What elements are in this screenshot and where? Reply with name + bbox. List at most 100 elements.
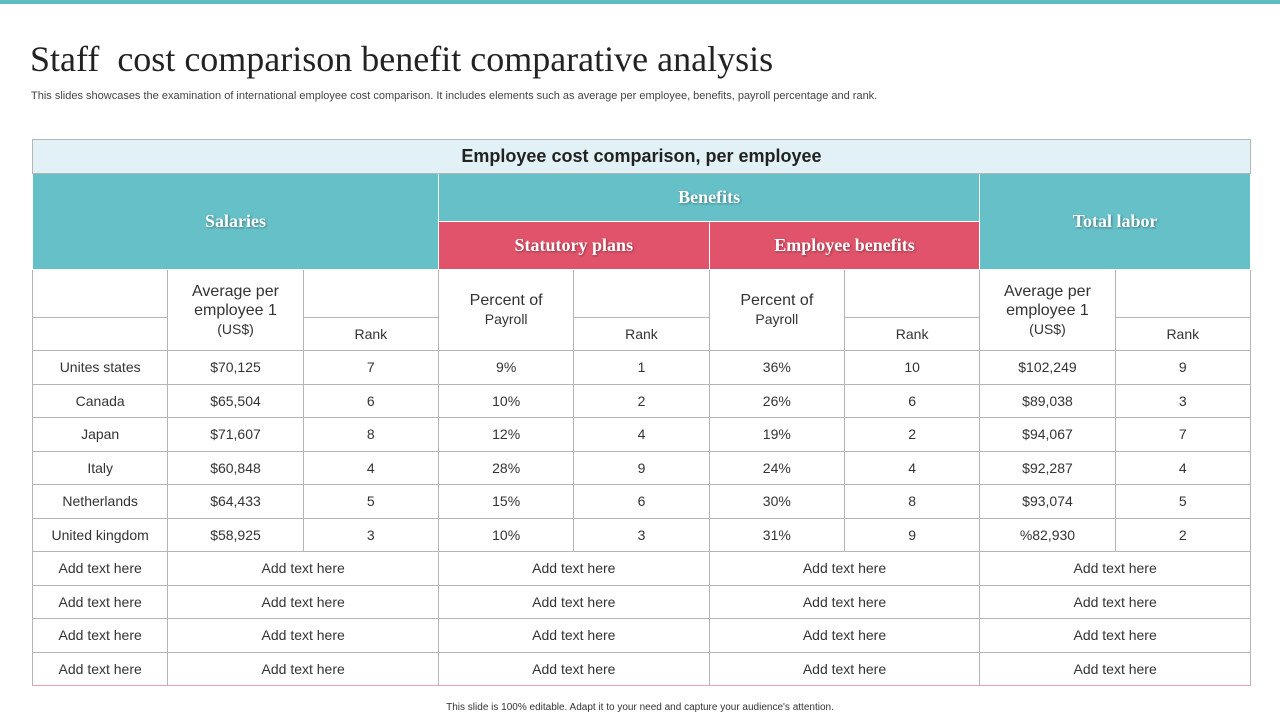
placeholder-cell: Add text here: [979, 584, 1251, 619]
sub-header: Average per employee 1 (US$): [979, 269, 1116, 351]
value-cell: 7: [1114, 417, 1251, 452]
value-cell: 9: [1114, 350, 1251, 385]
sub-header: Percent of Payroll: [708, 269, 845, 351]
value-cell: 10%: [437, 517, 575, 552]
value-cell: $65,504: [167, 383, 304, 418]
table-caption: Employee cost comparison, per employee: [32, 139, 1251, 174]
blank-cell: [573, 269, 710, 318]
placeholder-cell: Add text here: [167, 651, 439, 686]
value-cell: 31%: [708, 517, 845, 552]
top-bar: [0, 0, 1280, 4]
sub-header: Rank: [843, 317, 981, 351]
group-header: Benefits: [437, 173, 981, 222]
sub-header: Rank: [573, 317, 710, 351]
value-cell: 6: [573, 484, 710, 519]
placeholder-row: Add text here Add text here Add text here A…: [31, 551, 1251, 586]
cost-table: Employee cost comparison, per employee S…: [31, 139, 1251, 686]
placeholder-cell: Add text here: [437, 584, 710, 619]
value-cell: $92,287: [979, 450, 1116, 485]
blank-cell: [843, 269, 981, 318]
placeholder-cell: Add text here: [708, 551, 981, 586]
group-header: Total labor: [979, 173, 1251, 270]
sub-header: Rank: [302, 317, 439, 351]
footer: This slide is 100% editable. Adapt it to…: [446, 702, 834, 713]
blank-cell: [31, 269, 169, 318]
value-cell: 12%: [437, 417, 575, 452]
data-row: United kingdom $58,925 3 10% 3 31% 9 %82,930 2: [31, 517, 1251, 552]
country-cell: United kingdom: [31, 517, 169, 552]
placeholder-cell: Add text here: [708, 618, 981, 653]
value-cell: 15%: [437, 484, 575, 519]
value-cell: $60,848: [167, 450, 304, 485]
value-cell: $102,249: [979, 350, 1116, 385]
data-row: Canada $65,504 6 10% 2 26% 6 $89,038 3: [31, 383, 1251, 418]
placeholder-cell: Add text here: [437, 651, 710, 686]
subtitle: This slides showcases the examination of…: [31, 90, 878, 102]
value-cell: 10%: [437, 383, 575, 418]
placeholder-cell: Add text here: [167, 584, 439, 619]
country-cell: Italy: [31, 450, 169, 485]
placeholder-cell: Add text here: [979, 651, 1251, 686]
placeholder-cell: Add text here: [167, 551, 439, 586]
value-cell: 36%: [708, 350, 845, 385]
placeholder-cell: Add text here: [437, 618, 710, 653]
value-cell: 19%: [708, 417, 845, 452]
placeholder-cell: Add text here: [31, 651, 169, 686]
sub-header-text: Average per employee 1: [192, 282, 279, 319]
country-cell: Canada: [31, 383, 169, 418]
placeholder-row: Add text here Add text here Add text here A…: [31, 651, 1251, 686]
sub-header-text: Payroll: [755, 311, 799, 327]
value-cell: 2: [1114, 517, 1251, 552]
value-cell: $94,067: [979, 417, 1116, 452]
value-cell: $64,433: [167, 484, 304, 519]
country-cell: Unites states: [31, 350, 169, 385]
data-row: Netherlands $64,433 5 15% 6 30% 8 $93,074 5: [31, 484, 1251, 519]
blank-cell: [31, 317, 169, 351]
value-cell: 2: [573, 383, 710, 418]
sub-header-text: Percent of: [740, 292, 814, 309]
value-cell: 6: [302, 383, 439, 418]
placeholder-cell: Add text here: [708, 651, 981, 686]
placeholder-cell: Add text here: [979, 551, 1251, 586]
value-cell: 28%: [437, 450, 575, 485]
sub-header-text: Average per employee 1: [1004, 282, 1091, 319]
value-cell: 4: [1114, 450, 1251, 485]
value-cell: 9: [573, 450, 710, 485]
value-cell: 26%: [708, 383, 845, 418]
value-cell: 6: [843, 383, 981, 418]
value-cell: 8: [302, 417, 439, 452]
placeholder-cell: Add text here: [437, 551, 710, 586]
value-cell: $71,607: [167, 417, 304, 452]
data-row: Italy $60,848 4 28% 9 24% 4 $92,287 4: [31, 450, 1251, 485]
country-cell: Japan: [31, 417, 169, 452]
placeholder-cell: Add text here: [979, 618, 1251, 653]
group-header: Statutory plans: [437, 221, 710, 270]
blank-cell: [1114, 269, 1251, 318]
value-cell: 4: [843, 450, 981, 485]
data-row: Japan $71,607 8 12% 4 19% 2 $94,067 7: [31, 417, 1251, 452]
value-cell: 9: [843, 517, 981, 552]
value-cell: 4: [573, 417, 710, 452]
value-cell: $89,038: [979, 383, 1116, 418]
sub-header-unit: (US$): [217, 320, 254, 337]
title: Staff cost comparison benefit comparativ…: [30, 39, 774, 79]
value-cell: 3: [302, 517, 439, 552]
value-cell: 5: [302, 484, 439, 519]
value-cell: 9%: [437, 350, 575, 385]
value-cell: 3: [1114, 383, 1251, 418]
value-cell: 30%: [708, 484, 845, 519]
placeholder-cell: Add text here: [31, 551, 169, 586]
value-cell: $58,925: [167, 517, 304, 552]
country-cell: Netherlands: [31, 484, 169, 519]
group-header: Salaries: [32, 173, 439, 270]
placeholder-row: Add text here Add text here Add text here A…: [31, 584, 1251, 619]
sub-header-text: Payroll: [484, 311, 528, 327]
sub-header: Rank: [1114, 317, 1251, 351]
group-header: Employee benefits: [708, 221, 981, 270]
placeholder-cell: Add text here: [167, 618, 439, 653]
value-cell: 24%: [708, 450, 845, 485]
blank-cell: [302, 269, 439, 318]
sub-header: Percent of Payroll: [437, 269, 575, 351]
placeholder-cell: Add text here: [31, 584, 169, 619]
